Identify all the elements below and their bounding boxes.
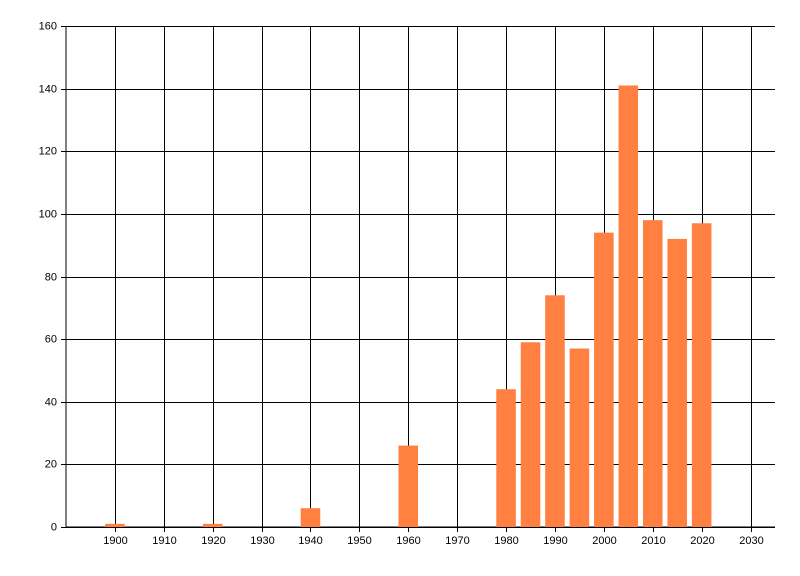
bar	[202, 523, 223, 527]
y-tick-label: 60	[45, 333, 57, 345]
bar	[569, 348, 590, 527]
bar	[300, 508, 321, 527]
bar	[594, 232, 614, 527]
x-tick-label: 1980	[494, 535, 518, 547]
y-tick-label: 140	[39, 83, 57, 95]
y-tick-label: 20	[45, 458, 57, 470]
y-tick-label: 120	[39, 145, 57, 157]
x-tick-label: 1920	[201, 535, 225, 547]
x-tick-label: 1910	[152, 535, 176, 547]
x-tick-label: 1950	[347, 535, 371, 547]
x-tick-label: 1930	[250, 535, 274, 547]
bar	[667, 238, 687, 528]
x-tick-label: 2020	[690, 535, 714, 547]
y-tick-label: 80	[45, 271, 57, 283]
x-tick-label: 1900	[103, 535, 127, 547]
y-tick-label: 100	[39, 208, 57, 220]
bar	[691, 223, 712, 528]
bar	[520, 342, 541, 527]
bar	[105, 523, 125, 527]
x-tick-label: 1990	[543, 535, 567, 547]
x-tick-label: 2000	[592, 535, 616, 547]
y-tick-label: 0	[51, 521, 57, 533]
bar	[618, 85, 639, 528]
bar	[398, 445, 419, 527]
x-tick-label: 1960	[396, 535, 420, 547]
x-tick-label: 1940	[298, 535, 322, 547]
bar	[642, 220, 663, 527]
bar	[545, 295, 565, 527]
y-tick-label: 160	[39, 20, 57, 32]
y-tick-label: 40	[45, 396, 57, 408]
x-tick-label: 1970	[445, 535, 469, 547]
bar	[496, 389, 516, 527]
x-tick-label: 2010	[641, 535, 665, 547]
x-tick-label: 2030	[739, 535, 763, 547]
